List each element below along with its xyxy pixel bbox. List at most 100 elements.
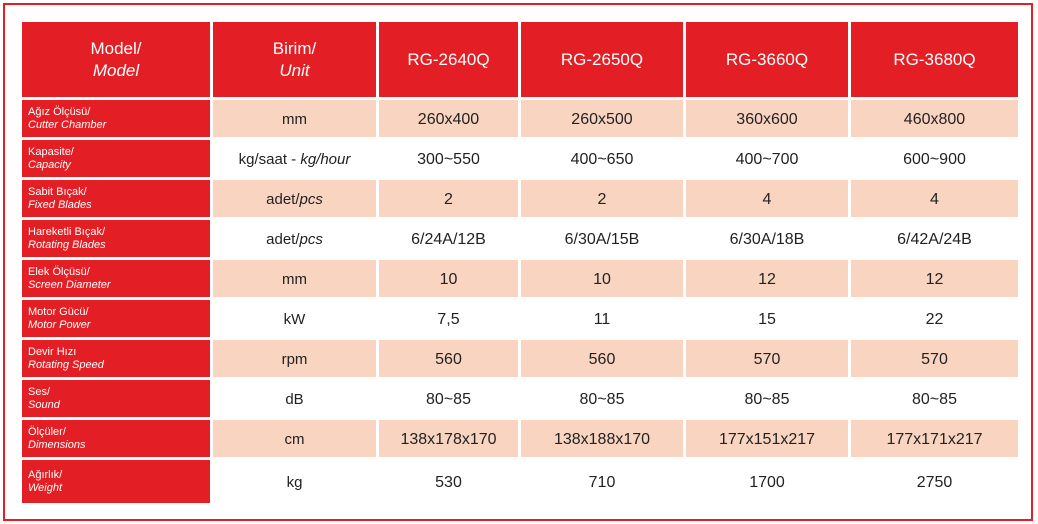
value: 2750 [916, 473, 953, 491]
value: 570 [753, 350, 781, 368]
value: 10 [593, 270, 611, 288]
value-cell: 600~900 [851, 140, 1018, 177]
value: 460x800 [903, 110, 966, 128]
text: Rotating Blades [28, 238, 106, 251]
text: Rotating Speed [28, 358, 104, 371]
model-name: RG-3680Q [893, 49, 976, 69]
value-cell: 260x400 [379, 100, 518, 137]
value-cell: 138x178x170 [379, 420, 518, 457]
unit-cell: dB [213, 380, 376, 417]
value: 560 [435, 350, 462, 368]
text: pcs [299, 191, 323, 208]
header-cell: RG-2640Q [379, 22, 518, 97]
unit-cell: mm [213, 260, 376, 297]
model-name: RG-2640Q [407, 49, 490, 69]
value: 400~700 [735, 150, 799, 168]
text: Dimensions [28, 438, 86, 451]
text: adet/ [266, 231, 300, 248]
row-label: Sabit Bıçak/Fixed Blades [22, 180, 210, 217]
unit-text: cm [285, 431, 305, 448]
value: 10 [439, 270, 458, 288]
row-label: Ölçüler/Dimensions [22, 420, 210, 457]
value-cell: 10 [379, 260, 518, 297]
text: Screen Diameter [28, 278, 111, 291]
text: Ölçüler/ [28, 425, 66, 438]
value: 138x178x170 [400, 430, 497, 448]
value-cell: 260x500 [521, 100, 683, 137]
text: Ağız Ölçüsü/ [28, 105, 91, 118]
value-cell: 2 [379, 180, 518, 217]
value-cell: 460x800 [851, 100, 1018, 137]
value-cell: 4 [686, 180, 848, 217]
value: 6/30A/18B [729, 230, 805, 248]
model-name: RG-2650Q [560, 49, 644, 69]
value-cell: 80~85 [851, 380, 1018, 417]
value-cell: 177x171x217 [851, 420, 1018, 457]
unit-text: mm [282, 111, 307, 128]
value-cell: 12 [686, 260, 848, 297]
unit-cell: cm [213, 420, 376, 457]
value: 1700 [749, 473, 785, 491]
value: 360x600 [736, 110, 798, 128]
unit-text: kW [284, 311, 306, 328]
value-cell: 10 [521, 260, 683, 297]
value: 177x171x217 [886, 430, 983, 448]
value-cell: 138x188x170 [521, 420, 683, 457]
value-cell: 560 [521, 340, 683, 377]
value: 138x188x170 [553, 430, 651, 448]
unit-text: adet/pcs [266, 231, 323, 248]
text: kg [286, 474, 303, 491]
text: Model/ [90, 38, 142, 58]
unit-cell: mm [213, 100, 376, 137]
value: 22 [925, 310, 944, 328]
value: 177x151x217 [718, 430, 816, 448]
row-label: Hareketli Bıçak/Rotating Blades [22, 220, 210, 257]
value: 11 [593, 310, 611, 328]
text: pcs [299, 231, 323, 248]
value: 4 [930, 190, 939, 208]
header-cell: RG-3680Q [851, 22, 1018, 97]
value-cell: 710 [521, 460, 683, 503]
value-cell: 570 [686, 340, 848, 377]
text: adet/ [266, 191, 300, 208]
value: 6/30A/15B [564, 230, 640, 248]
value: 80~85 [912, 390, 957, 408]
unit-cell: adet/pcs [213, 180, 376, 217]
text: dB [285, 391, 304, 408]
header-cell: RG-2650Q [521, 22, 683, 97]
value: 80~85 [579, 390, 625, 408]
value: 6/24A/12B [411, 230, 486, 248]
unit-cell: rpm [213, 340, 376, 377]
value: 600~900 [903, 150, 966, 168]
value: 530 [435, 473, 462, 491]
text: kg/hour [300, 151, 351, 168]
value-cell: 6/24A/12B [379, 220, 518, 257]
value-cell: 560 [379, 340, 518, 377]
row-label: Ses/Sound [22, 380, 210, 417]
value: 570 [921, 350, 948, 368]
value: 80~85 [744, 390, 790, 408]
text: Unit [279, 60, 310, 80]
unit-text: kg [287, 474, 303, 491]
text: Hareketli Bıçak/ [28, 225, 106, 238]
value-cell: 2750 [851, 460, 1018, 503]
value-cell: 400~650 [521, 140, 683, 177]
header-cell: RG-3660Q [686, 22, 848, 97]
value: 80~85 [426, 390, 471, 408]
value-cell: 6/42A/24B [851, 220, 1018, 257]
value: 400~650 [570, 150, 634, 168]
row-label: Ağırlık/Weight [22, 460, 210, 503]
value: 260x500 [571, 110, 633, 128]
text: Ses/ [28, 385, 51, 398]
row-label: Ağız Ölçüsü/Cutter Chamber [22, 100, 210, 137]
value: 12 [925, 270, 944, 288]
text: mm [282, 111, 307, 128]
value-cell: 80~85 [379, 380, 518, 417]
text: Elek Ölçüsü/ [28, 265, 90, 278]
unit-text: dB [285, 391, 303, 408]
text: Model [92, 60, 140, 80]
row-label: Elek Ölçüsü/Screen Diameter [22, 260, 210, 297]
text: Motor Gücü/ [28, 305, 89, 318]
value-cell: 6/30A/15B [521, 220, 683, 257]
value-cell: 1700 [686, 460, 848, 503]
